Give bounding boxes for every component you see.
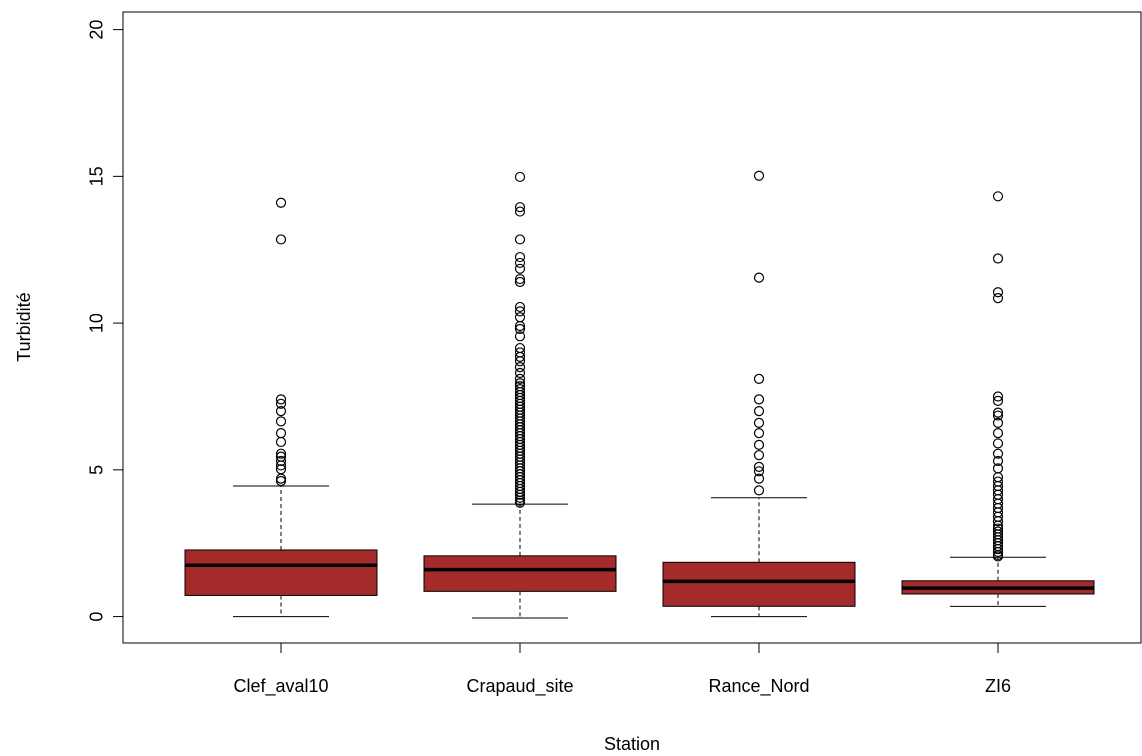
- outlier-point: [992, 395, 1004, 406]
- outlier-point: [992, 253, 1004, 264]
- x-axis: Clef_aval10 Crapaud_site Rance_Nord ZI6: [233, 642, 1011, 697]
- outlier-point: [514, 323, 526, 335]
- box-iqr: [184, 549, 378, 596]
- outlier-point: [992, 455, 1004, 467]
- outlier-point: [514, 171, 526, 183]
- y-tick-label: 10: [87, 313, 107, 333]
- outlier-point: [514, 384, 526, 395]
- x-axis-label: Station: [604, 734, 660, 754]
- outlier-point: [753, 406, 765, 417]
- outlier-point: [514, 367, 526, 379]
- outlier-point: [514, 234, 526, 245]
- outlier-point: [753, 394, 765, 405]
- outlier-point: [992, 410, 1004, 421]
- box-rance-nord: [662, 170, 856, 618]
- outlier-point: [275, 455, 287, 467]
- box-iqr: [662, 561, 856, 607]
- y-axis-label: Turbidité: [14, 292, 34, 361]
- outlier-point: [753, 428, 765, 439]
- outlier-point: [992, 526, 1004, 537]
- outlier-point: [275, 394, 287, 405]
- outlier-point: [992, 191, 1004, 202]
- outlier-point: [275, 428, 287, 439]
- outlier-point: [753, 485, 765, 496]
- y-tick-label: 15: [87, 166, 107, 186]
- outlier-point: [514, 378, 526, 389]
- outlier-point: [275, 451, 287, 462]
- plot-frame: [122, 11, 1142, 644]
- outlier-point: [514, 251, 526, 263]
- outlier-point: [753, 439, 765, 450]
- box-iqr: [423, 555, 617, 592]
- outlier-point: [753, 373, 765, 384]
- box-zi6: [901, 191, 1095, 607]
- outlier-point: [514, 347, 526, 358]
- outlier-point: [514, 331, 526, 342]
- outlier-point: [275, 436, 287, 448]
- outlier-point: [992, 287, 1004, 298]
- outlier-point: [514, 206, 526, 217]
- x-tick-label: Crapaud_site: [466, 676, 573, 697]
- outlier-point: [514, 263, 526, 274]
- outlier-point: [514, 342, 526, 354]
- outlier-point: [992, 476, 1004, 487]
- outlier-point: [275, 406, 287, 417]
- outlier-point: [753, 417, 765, 428]
- outlier-point: [514, 373, 526, 384]
- x-tick-label: Clef_aval10: [233, 676, 328, 697]
- outlier-point: [514, 306, 526, 317]
- x-tick-label: Rance_Nord: [708, 676, 809, 697]
- outlier-point: [275, 398, 287, 409]
- outlier-point: [992, 428, 1004, 439]
- y-tick-label: 20: [87, 20, 107, 40]
- outlier-point: [514, 202, 526, 213]
- outlier-point: [514, 276, 526, 288]
- outlier-point: [514, 381, 526, 392]
- outlier-point: [992, 523, 1004, 534]
- outlier-point: [514, 312, 526, 323]
- box-crapaud-site: [423, 171, 617, 619]
- outlier-point: [753, 272, 765, 283]
- y-tick-label: 5: [87, 465, 107, 475]
- y-tick-label: 0: [87, 612, 107, 622]
- outlier-point: [753, 461, 765, 473]
- outlier-point: [753, 466, 765, 477]
- outlier-point: [275, 234, 287, 245]
- outlier-point: [275, 464, 287, 475]
- outlier-point: [992, 407, 1004, 418]
- outlier-point: [992, 417, 1004, 428]
- outlier-point: [992, 293, 1004, 304]
- x-tick-label: ZI6: [985, 676, 1011, 696]
- box-group: [184, 170, 1095, 619]
- outlier-point: [753, 473, 765, 484]
- outlier-point: [753, 450, 765, 461]
- outlier-point: [992, 438, 1004, 449]
- outlier-point: [992, 391, 1004, 402]
- outlier-point: [514, 362, 526, 373]
- outlier-point: [514, 301, 526, 313]
- y-axis: 0 5 10 15 20: [87, 20, 124, 622]
- outlier-point: [514, 257, 526, 269]
- outlier-point: [275, 448, 287, 459]
- outlier-point: [992, 448, 1004, 459]
- outlier-point: [275, 197, 287, 208]
- outlier-point: [514, 273, 526, 285]
- box-clef-aval10: [184, 197, 378, 618]
- outlier-point: [753, 170, 765, 181]
- outlier-point: [992, 463, 1004, 474]
- outlier-point: [275, 416, 287, 427]
